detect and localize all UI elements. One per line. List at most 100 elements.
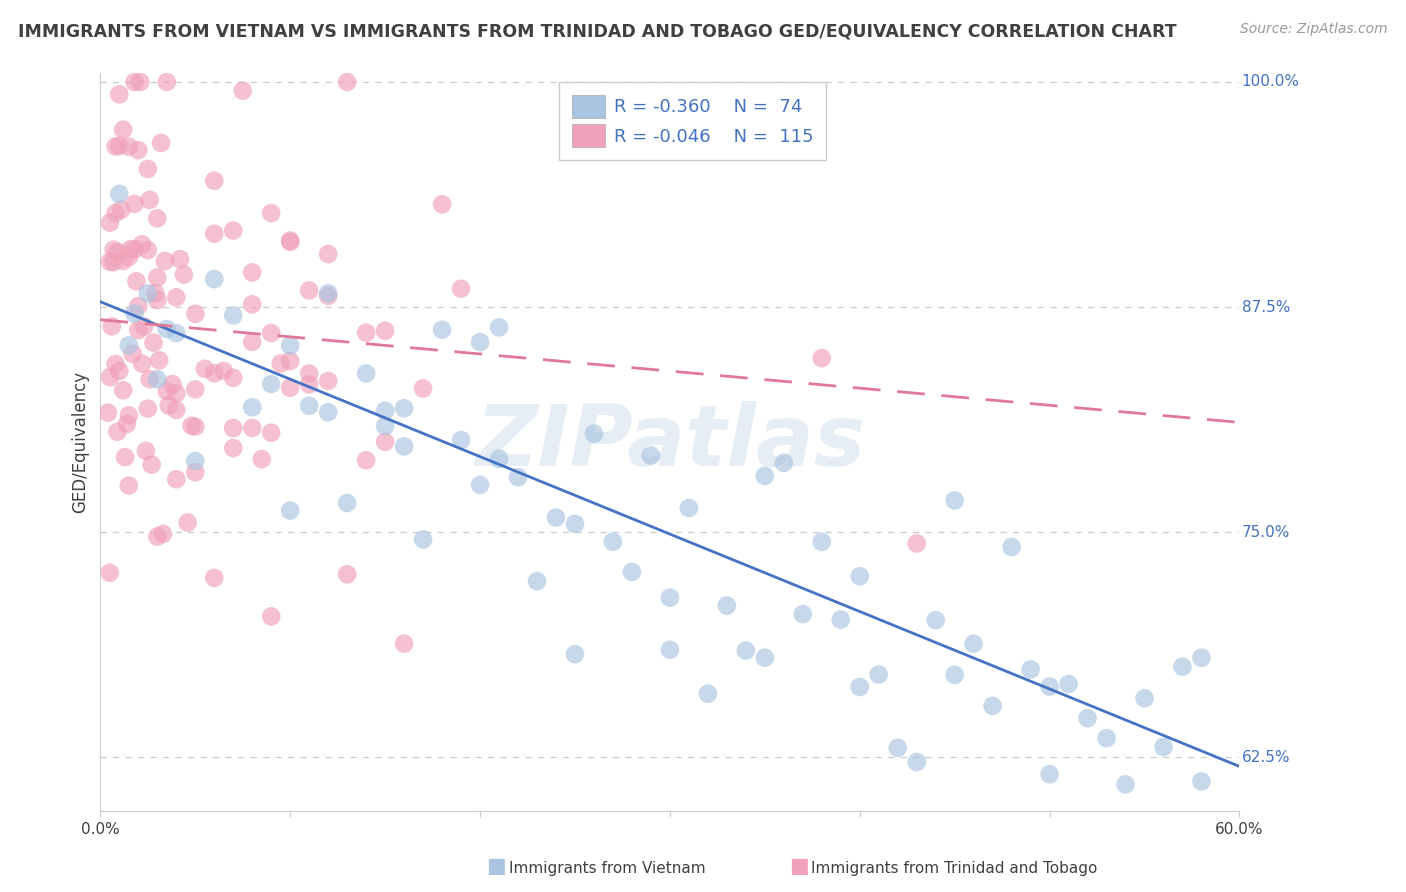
Point [316, 289, 339, 303]
Point [232, 84, 254, 98]
Point [270, 357, 292, 371]
Point [202, 227, 225, 241]
Point [240, 401, 263, 415]
Point [658, 591, 681, 605]
Point [156, 384, 179, 399]
Point [260, 326, 283, 340]
Point [153, 254, 176, 268]
Point [412, 533, 434, 547]
Point [658, 642, 681, 657]
Point [981, 698, 1004, 713]
Point [450, 282, 472, 296]
Point [165, 403, 187, 417]
Point [392, 637, 415, 651]
Point [298, 284, 321, 298]
Point [298, 399, 321, 413]
Point [222, 421, 245, 435]
Point [114, 450, 136, 465]
Point [1095, 731, 1118, 746]
Text: 100.0%: 100.0% [1241, 75, 1299, 89]
Point [180, 418, 202, 433]
Point [124, 243, 146, 257]
Point [112, 254, 135, 268]
Point [184, 307, 207, 321]
Point [108, 87, 131, 102]
Point [754, 469, 776, 483]
Point [150, 136, 173, 150]
Point [564, 647, 586, 661]
Point [905, 536, 928, 550]
Point [278, 503, 301, 517]
Point [184, 419, 207, 434]
Point [374, 434, 396, 449]
Point [240, 421, 263, 435]
Point [222, 223, 245, 237]
Point [148, 353, 170, 368]
Point [124, 197, 146, 211]
Point [488, 320, 510, 334]
Point [162, 377, 184, 392]
Point [1039, 767, 1062, 781]
Point [110, 202, 132, 217]
Legend: R = -0.360    N =  74, R = -0.046    N =  115: R = -0.360 N = 74, R = -0.046 N = 115 [560, 82, 825, 160]
Point [943, 668, 966, 682]
Point [135, 443, 157, 458]
Point [810, 535, 832, 549]
Point [146, 530, 169, 544]
Point [176, 516, 198, 530]
Point [184, 465, 207, 479]
Point [131, 237, 153, 252]
Point [526, 574, 548, 589]
Point [792, 607, 814, 622]
Point [754, 650, 776, 665]
Point [450, 433, 472, 447]
Point [374, 404, 396, 418]
Text: 75.0%: 75.0% [1241, 524, 1291, 540]
Point [120, 242, 142, 256]
Point [250, 452, 273, 467]
Point [121, 347, 143, 361]
Point [146, 372, 169, 386]
Point [240, 265, 263, 279]
Point [127, 323, 149, 337]
Point [678, 500, 700, 515]
Point [98, 216, 121, 230]
Point [298, 377, 321, 392]
Point [298, 367, 321, 381]
Point [316, 374, 339, 388]
Point [104, 206, 127, 220]
Point [104, 139, 127, 153]
Point [1153, 739, 1175, 754]
Point [278, 234, 301, 248]
Point [1057, 677, 1080, 691]
Point [173, 268, 195, 282]
Point [104, 357, 127, 371]
Point [107, 425, 129, 439]
Point [146, 270, 169, 285]
Point [354, 367, 377, 381]
Point [848, 680, 870, 694]
Point [146, 293, 169, 307]
Point [582, 426, 605, 441]
Y-axis label: GED/Equivalency: GED/Equivalency [72, 371, 89, 513]
Point [127, 143, 149, 157]
Point [98, 254, 121, 268]
Point [222, 309, 245, 323]
Point [112, 122, 135, 136]
Point [118, 250, 141, 264]
Point [430, 197, 453, 211]
Point [136, 286, 159, 301]
Point [132, 319, 155, 334]
Point [184, 383, 207, 397]
Point [240, 334, 263, 349]
Point [138, 372, 160, 386]
Point [810, 351, 832, 365]
Point [830, 613, 852, 627]
Text: 87.5%: 87.5% [1241, 300, 1291, 315]
Point [184, 454, 207, 468]
Point [468, 478, 491, 492]
Point [924, 613, 946, 627]
Point [127, 299, 149, 313]
Point [868, 667, 890, 681]
Point [107, 245, 129, 260]
